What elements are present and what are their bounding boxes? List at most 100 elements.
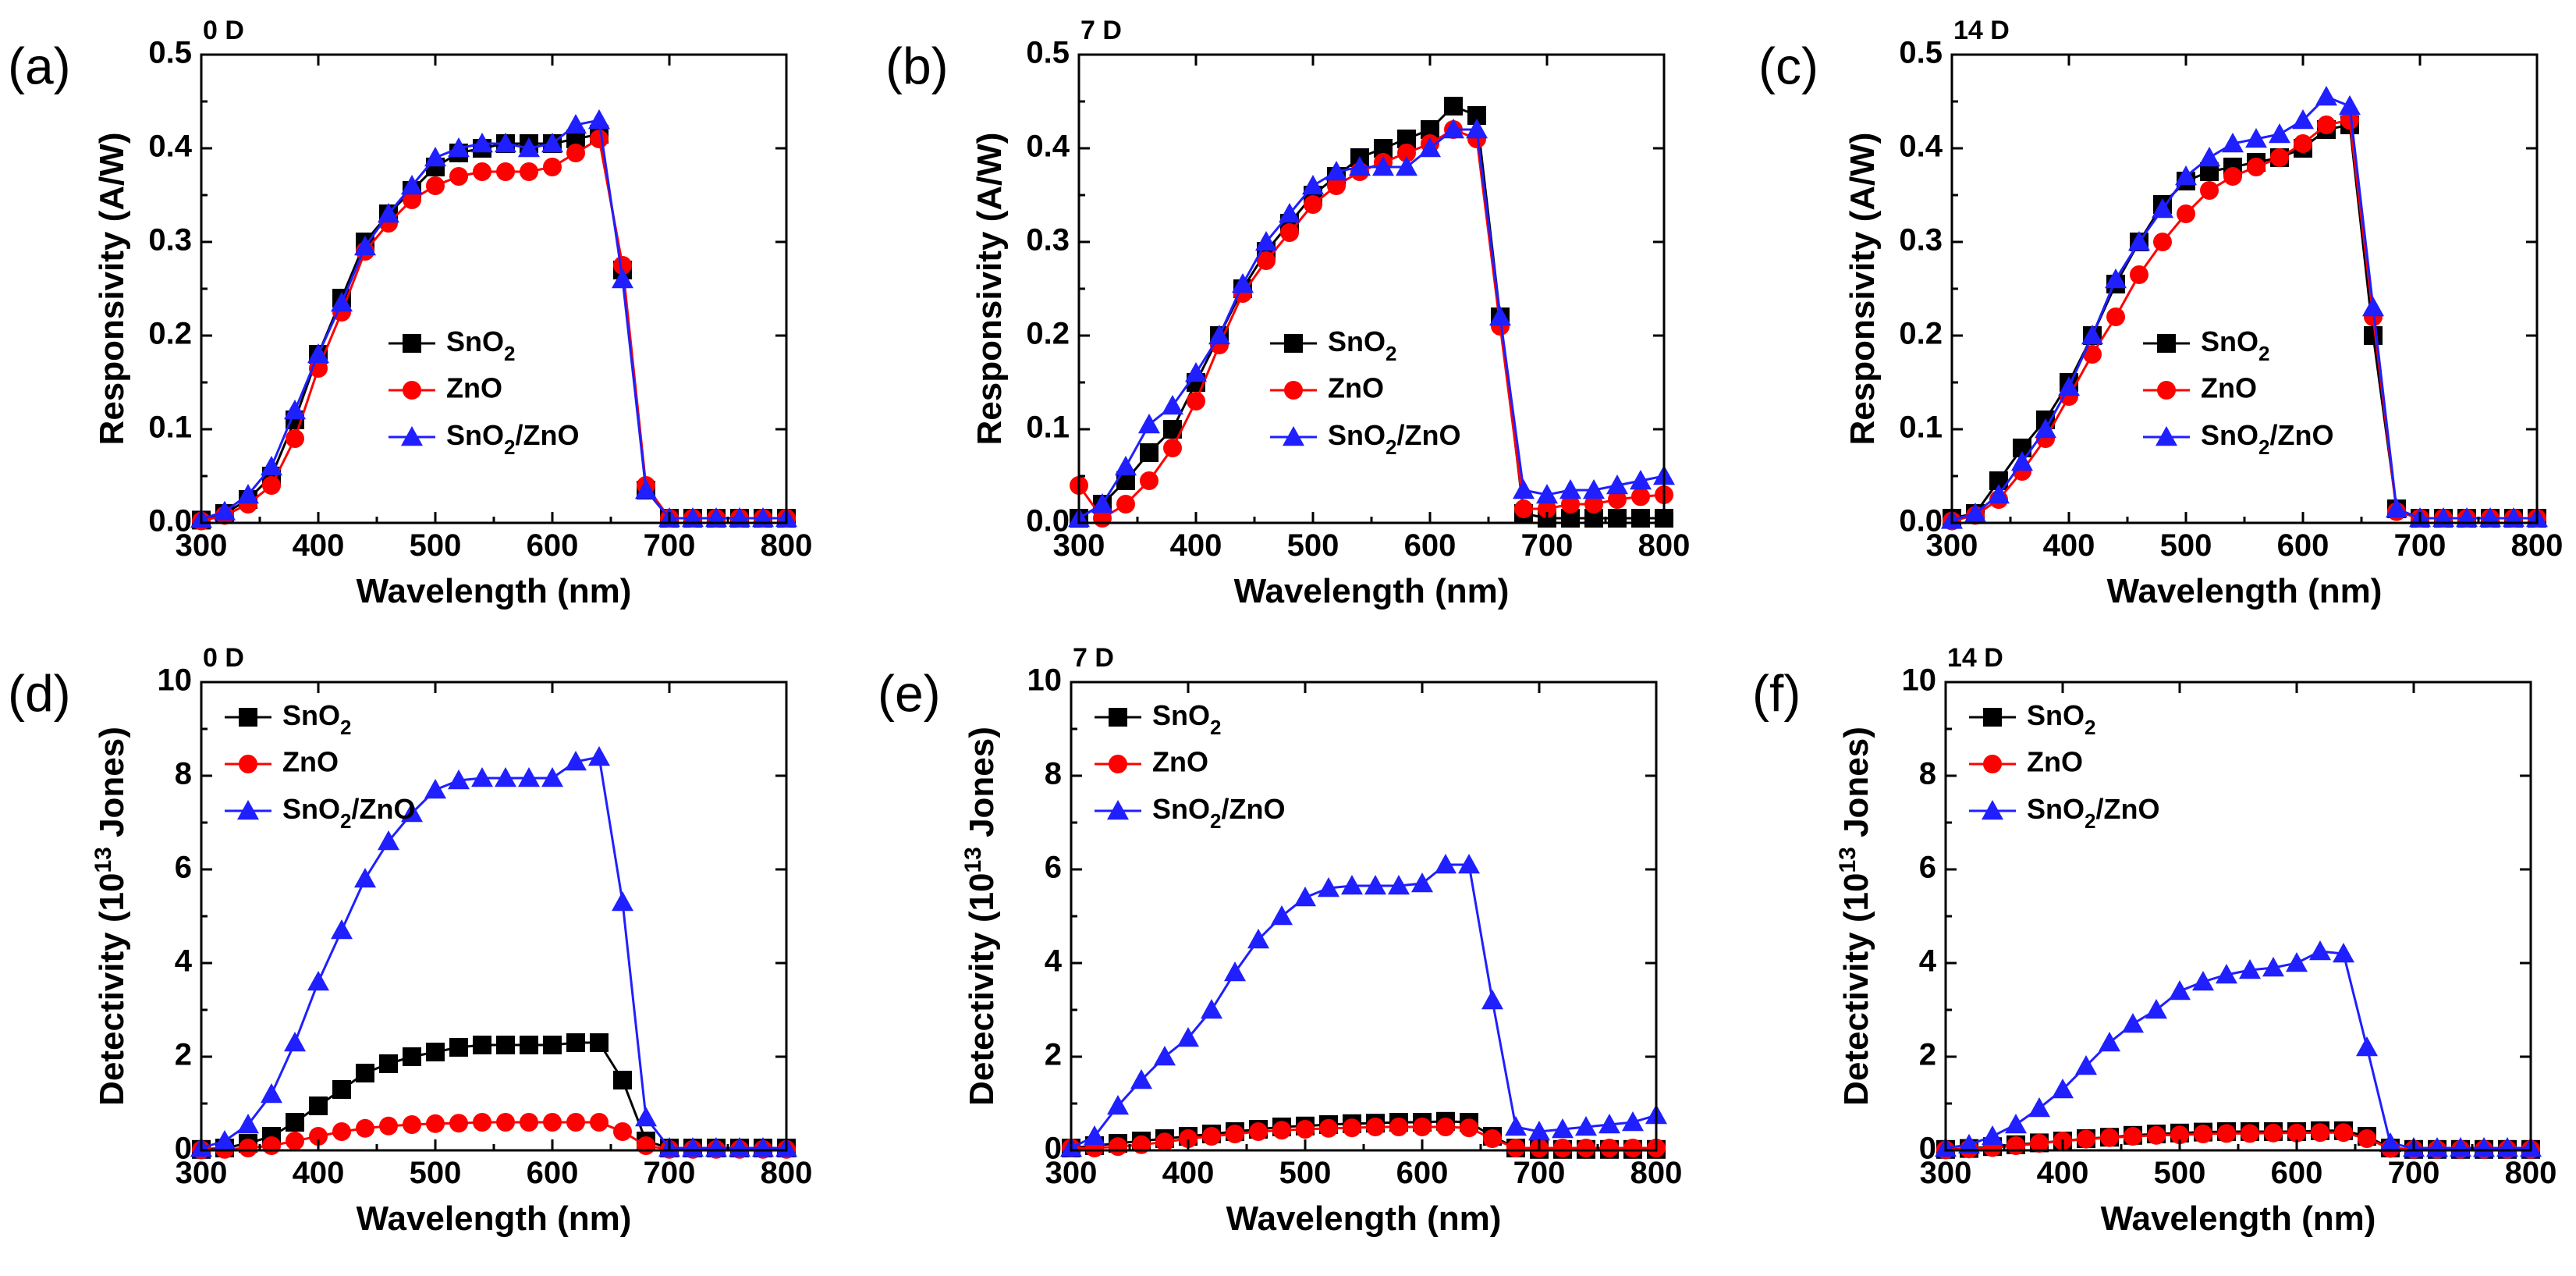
data-point — [1600, 1139, 1619, 1157]
data-point — [1397, 144, 1416, 162]
data-point — [1140, 443, 1158, 462]
data-point — [1411, 873, 1433, 893]
data-point — [1155, 1132, 1174, 1152]
data-point — [590, 1113, 609, 1132]
series-markers-sno2 — [192, 1033, 796, 1159]
data-point — [2496, 1137, 2518, 1157]
data-point — [2294, 134, 2312, 153]
legend-marker — [403, 334, 421, 353]
legend-label: ZnO — [2027, 746, 2083, 778]
legend-label-suffix: /ZnO — [1221, 793, 1285, 825]
data-point — [1553, 1139, 1572, 1157]
x-tick-label: 300 — [1920, 1156, 1972, 1190]
data-point — [2192, 971, 2214, 991]
data-point — [2287, 1123, 2306, 1143]
series-markers-sno2-zno — [1941, 86, 2548, 529]
data-point — [2170, 1125, 2189, 1145]
data-point — [356, 1118, 374, 1138]
y-axis-title: Detectivity (1013 Jones) — [1835, 727, 1876, 1106]
x-tick-label: 800 — [2505, 1156, 2557, 1190]
data-point — [2286, 952, 2308, 972]
data-point — [2152, 198, 2173, 219]
data-point — [2145, 999, 2167, 1019]
data-point — [2177, 204, 2195, 223]
y-axis-title: Responsivity (A/W) — [93, 133, 131, 446]
legend-label: SnO2/ZnO — [1152, 793, 1285, 833]
data-point — [520, 162, 538, 181]
series-line-sno2-zno — [200, 119, 786, 521]
data-point — [1958, 1133, 1980, 1153]
legend-label-subscript: 2 — [1210, 716, 1221, 739]
y-tick-label: 4 — [1919, 944, 1937, 979]
legend-marker — [1983, 708, 2002, 727]
data-point — [401, 175, 423, 195]
x-tick-label: 800 — [761, 528, 813, 563]
data-point — [309, 1097, 328, 1115]
data-point — [1505, 1116, 1527, 1136]
day-label: 0 D — [203, 643, 244, 673]
data-point — [1514, 499, 1533, 518]
data-point — [637, 1136, 655, 1155]
y-tick-label: 8 — [175, 757, 192, 791]
legend-marker — [1983, 755, 2002, 773]
data-point — [1177, 1027, 1199, 1047]
data-point — [1559, 479, 1581, 499]
x-tick-label: 300 — [1053, 528, 1105, 563]
data-point — [1577, 1139, 1595, 1157]
chart-panel-f: (f) 14 D 300 400 500 600 700 800 0 2 4 6 8 10 Waveleng… — [1752, 643, 2556, 1238]
data-point — [2106, 307, 2125, 326]
data-point — [2340, 111, 2359, 130]
data-point — [2007, 1136, 2025, 1155]
y-tick-label: 10 — [158, 663, 193, 698]
data-point — [261, 456, 282, 476]
data-point — [518, 137, 540, 158]
data-point — [2124, 1127, 2142, 1146]
data-point — [1435, 854, 1457, 874]
data-point — [471, 133, 493, 153]
legend-marker — [1284, 334, 1303, 353]
y-tick-label: 4 — [175, 944, 193, 979]
legend-label-subscript: 2 — [2085, 809, 2095, 833]
x-tick-label: 500 — [1287, 528, 1339, 563]
y-tick-label: 8 — [1919, 757, 1936, 791]
data-point — [1561, 495, 1580, 514]
y-tick-label: 0.2 — [1899, 317, 1943, 351]
y-tick-label: 0.0 — [1026, 504, 1070, 538]
data-point — [1483, 1129, 1502, 1148]
x-tick-label: 700 — [644, 1156, 696, 1190]
data-point — [496, 1036, 515, 1054]
data-point — [2198, 147, 2220, 167]
data-point — [284, 400, 306, 420]
series-line-sno2-zno — [1070, 863, 1657, 1150]
data-point — [448, 137, 470, 158]
data-point — [2311, 1123, 2329, 1143]
data-point — [1201, 999, 1222, 1019]
data-point — [2005, 1114, 2027, 1134]
data-point — [1608, 490, 1627, 509]
y-tick-label: 4 — [1045, 944, 1063, 979]
data-point — [2241, 1124, 2259, 1143]
series-line-sno2 — [1951, 123, 2537, 520]
data-point — [1631, 487, 1650, 506]
data-point — [331, 919, 353, 940]
legend-label: ZnO — [282, 746, 339, 778]
data-point — [239, 1139, 257, 1157]
data-point — [2122, 1013, 2144, 1033]
data-point — [424, 147, 446, 167]
y-tick-label: 2 — [1919, 1038, 1936, 1072]
data-point — [2223, 167, 2242, 186]
x-tick-label: 400 — [2037, 1156, 2089, 1190]
x-axis-title: Wavelength (nm) — [2101, 1200, 2376, 1238]
data-point — [1138, 414, 1160, 434]
y-axis-title-sup: 13 — [1835, 847, 1861, 873]
legend-marker — [2157, 334, 2176, 353]
legend-label-subscript: 2 — [504, 435, 515, 459]
y-tick-label: 10 — [1027, 663, 1063, 698]
data-point — [1982, 1125, 2003, 1146]
data-point — [449, 1038, 468, 1057]
data-point — [682, 1137, 704, 1157]
data-point — [1272, 1121, 1291, 1140]
data-point — [286, 429, 304, 448]
